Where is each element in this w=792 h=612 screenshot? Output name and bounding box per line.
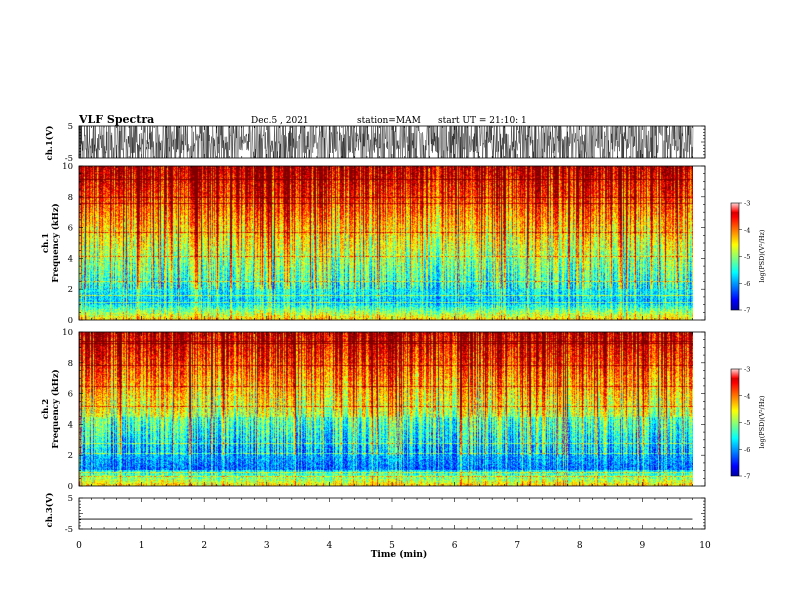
x-tick-label: 8 [577,541,583,551]
colorbar-tick-label: -5 [744,253,750,261]
x-tick-label: 10 [699,541,711,551]
colorbar-tick-label: -5 [744,419,750,427]
x-tick-label: 0 [76,541,82,551]
ch1-spectrogram-image [79,166,693,320]
x-tick-label: 6 [452,541,458,551]
y-tick-label: 10 [62,162,73,172]
ch1-waveform-line [78,125,694,159]
ch1-spectrogram-ylabel-line2: Frequency (kHz) [50,203,61,282]
y-tick-label: 10 [62,328,73,338]
ch3-waveform-ylabel: ch.3(V) [44,493,55,528]
colorbar-tick-labels: -3 -4 -5 -6 -7 -3 -4 -5 -6 -7 [739,200,750,481]
y-tick-label: 4 [68,254,73,264]
y-tick-label: 6 [68,390,73,400]
panel-frame-4 [78,497,706,530]
y-tick-label: 5 [68,494,73,504]
y-tick-label: 0 [68,316,73,326]
y-tick-label: -5 [65,525,73,535]
colorbar-tick-label: -7 [744,307,750,315]
colorbar-tick-label: -4 [744,226,750,234]
ch1-waveform-ylabel: ch.1(V) [44,126,55,161]
x-tick-label: 3 [264,541,270,551]
colorbar-tick-label: -7 [744,473,750,481]
y-tick-label: 2 [68,451,73,461]
y-tick-label: 8 [68,359,73,369]
ch2-spectrogram-ylabel-line2: Frequency (kHz) [50,369,61,448]
ch2-spectrogram-ylabel-line1: ch.2 [41,399,51,419]
colorbar-tick-label: -4 [744,392,750,400]
y-tick-labels: 5 -5 5 -5 0 2 4 6 8 10 0 2 4 6 8 10 [62,122,73,535]
ch1-colorbar [731,203,739,310]
x-tick-label: 9 [640,541,646,551]
colorbar-tick-label: -3 [744,366,750,374]
axes-ticks [78,125,706,530]
ch1-waveform-trace [78,125,694,159]
ch1-colorbar-label: log(PSD)(V²/Hz) [758,229,766,282]
header-date: Dec.5 , 2021 [251,116,309,126]
x-tick-labels: 0 1 2 3 4 5 6 7 8 9 10 [76,541,711,551]
y-tick-label: 8 [68,193,73,203]
y-tick-label: -5 [65,154,73,164]
ch2-colorbar-label: log(PSD)(V²/Hz) [758,395,766,448]
x-tick-label: 5 [389,541,395,551]
y-tick-label: 0 [68,482,73,492]
colorbar-tick-label: -3 [744,200,750,208]
x-axis-label: Time (min) [371,549,428,560]
y-tick-label: 6 [68,224,73,234]
colorbar-tick-label: -6 [744,280,750,288]
y-tick-label: 5 [68,122,73,132]
x-tick-label: 2 [201,541,207,551]
header-start-time: start UT = 21:10: 1 [438,116,527,126]
ch1-spectrogram-ylabel-line1: ch.1 [41,233,51,253]
colorbar-tick-label: -6 [744,446,750,454]
y-tick-label: 2 [68,285,73,295]
ch2-colorbar [731,369,739,476]
y-tick-label: 4 [68,420,73,430]
x-tick-label: 4 [327,541,333,551]
header-station: station=MAM [357,116,421,126]
x-tick-label: 1 [139,541,145,551]
figure-title: VLF Spectra [79,113,155,126]
x-tick-label: 7 [514,541,520,551]
ch2-spectrogram-image [79,332,693,486]
